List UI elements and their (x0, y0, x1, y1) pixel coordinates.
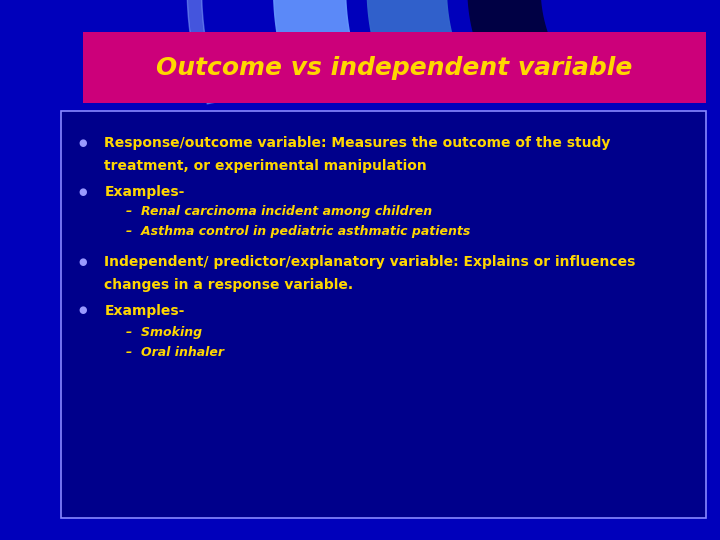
Text: –  Oral inhaler: – Oral inhaler (126, 346, 224, 359)
Text: Outcome vs independent variable: Outcome vs independent variable (156, 56, 632, 79)
Text: treatment, or experimental manipulation: treatment, or experimental manipulation (104, 159, 427, 173)
Text: Independent/ predictor/explanatory variable: Explains or influences: Independent/ predictor/explanatory varia… (104, 255, 636, 269)
Text: –  Asthma control in pediatric asthmatic patients: – Asthma control in pediatric asthmatic … (126, 225, 470, 238)
Text: ●: ● (78, 138, 87, 148)
Text: ●: ● (78, 306, 87, 315)
Text: ●: ● (78, 257, 87, 267)
FancyBboxPatch shape (83, 32, 706, 103)
Text: changes in a response variable.: changes in a response variable. (104, 278, 354, 292)
Text: ●: ● (78, 187, 87, 197)
FancyBboxPatch shape (61, 111, 706, 518)
Polygon shape (367, 0, 513, 94)
Polygon shape (187, 0, 269, 104)
Text: –  Smoking: – Smoking (126, 326, 202, 339)
Text: Response/outcome variable: Measures the outcome of the study: Response/outcome variable: Measures the … (104, 136, 611, 150)
Text: Examples-: Examples- (104, 185, 185, 199)
Text: –  Renal carcinoma incident among children: – Renal carcinoma incident among childre… (126, 205, 432, 218)
Polygon shape (468, 0, 601, 87)
Polygon shape (274, 0, 411, 87)
Text: Examples-: Examples- (104, 303, 185, 318)
